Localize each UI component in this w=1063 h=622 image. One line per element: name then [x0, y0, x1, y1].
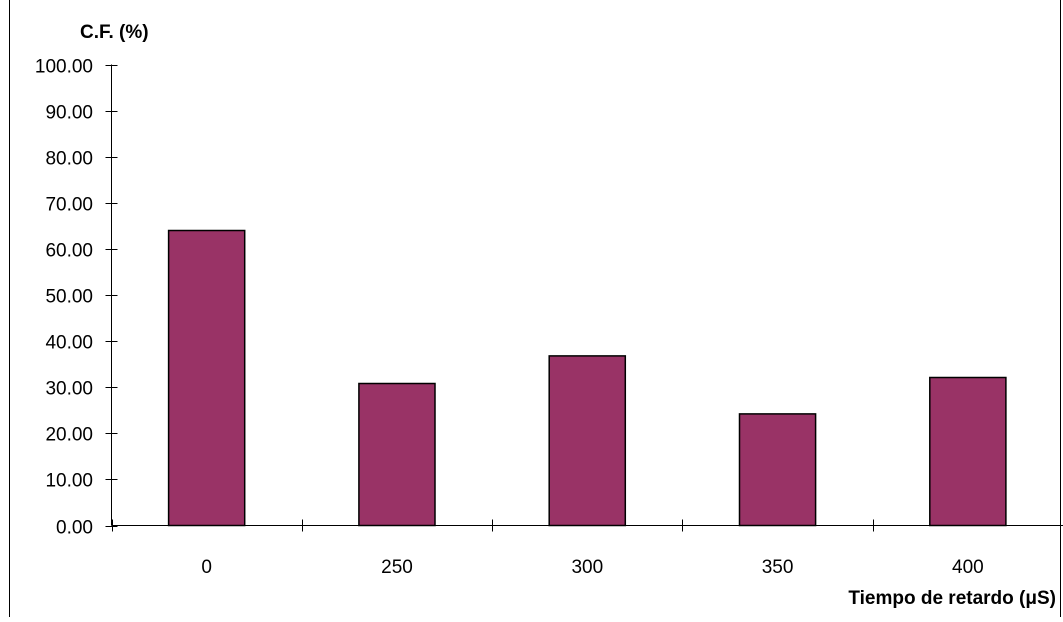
y-tick-label: 40.00: [45, 333, 93, 354]
y-tick-label: 50.00: [45, 287, 93, 308]
bar: [358, 382, 436, 527]
x-tick-label: 350: [762, 557, 794, 578]
y-tick-label: 80.00: [45, 149, 93, 170]
x-axis-ticks: 0 250 300 350 400: [112, 519, 984, 578]
x-tick-label: 0: [201, 557, 212, 578]
y-axis-title: C.F. (%): [80, 22, 149, 43]
y-tick-label: 70.00: [45, 195, 93, 216]
x-tick-label: 250: [381, 557, 413, 578]
bar: [929, 376, 1007, 527]
bar: [738, 413, 817, 527]
bar-series: [167, 229, 1007, 527]
x-tick-label: 400: [952, 557, 984, 578]
y-tick-label: 10.00: [45, 471, 93, 492]
y-tick-label: 0.00: [56, 518, 93, 539]
bar: [548, 355, 627, 527]
y-axis-ticks: 0.00 10.00 20.00 30.00 40.00 50.00 60.00 70.00 8…: [35, 57, 118, 539]
y-tick-label: 60.00: [45, 241, 93, 262]
y-tick-label: 30.00: [45, 379, 93, 400]
y-tick-label: 20.00: [45, 425, 93, 446]
x-tick-label: 300: [571, 557, 603, 578]
y-tick-label: 100.00: [35, 57, 93, 78]
y-tick-label: 90.00: [45, 103, 93, 124]
bar: [167, 229, 246, 527]
x-axis-title: Tiempo de retardo (μS): [848, 588, 1056, 609]
